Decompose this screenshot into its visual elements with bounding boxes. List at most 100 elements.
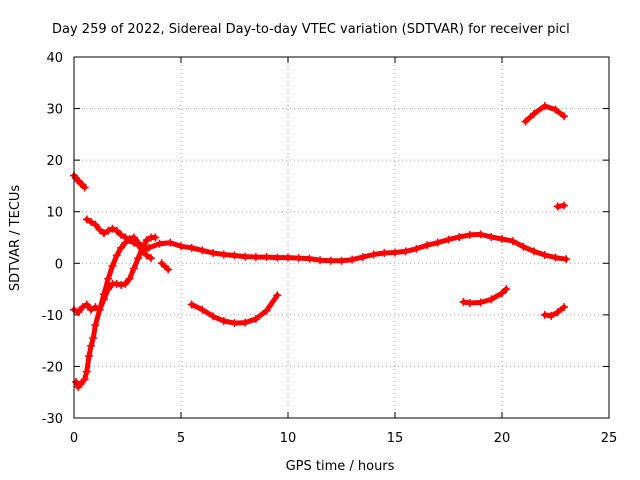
data-point <box>82 300 91 309</box>
data-point <box>198 246 207 255</box>
data-point <box>476 298 485 307</box>
data-point <box>251 253 260 262</box>
data-point <box>241 318 250 327</box>
data-point <box>369 250 378 259</box>
data-point <box>155 239 164 248</box>
x-tick-label: 5 <box>177 431 185 446</box>
data-point <box>391 248 399 257</box>
data-point <box>273 253 282 262</box>
data-point <box>423 241 432 250</box>
data-point <box>121 279 130 288</box>
data-point <box>521 117 530 126</box>
data-point <box>401 247 410 256</box>
x-tick-label: 25 <box>601 431 618 446</box>
plot-frame <box>73 56 610 419</box>
data-point <box>219 317 228 326</box>
data-point <box>553 308 562 317</box>
data-point <box>87 341 96 350</box>
series-main-trend <box>146 231 569 264</box>
y-tick-label: -10 <box>42 309 63 324</box>
data-point <box>74 308 83 317</box>
y-tick-label: 10 <box>46 206 63 221</box>
data-point <box>530 109 539 118</box>
data-point <box>129 264 138 273</box>
data-point <box>498 289 506 298</box>
data-point <box>540 101 549 110</box>
data-point <box>326 256 335 265</box>
data-point <box>108 261 117 270</box>
data-point <box>465 298 474 307</box>
data-point <box>112 251 121 260</box>
data-point <box>551 253 560 262</box>
data-point <box>294 254 303 263</box>
data-point <box>455 232 464 241</box>
x-tick-label: 0 <box>70 431 78 446</box>
data-point <box>76 380 85 389</box>
data-point <box>177 242 185 251</box>
x-axis-label: GPS time / hours <box>286 459 395 474</box>
data-point <box>560 201 569 210</box>
data-point <box>87 218 96 227</box>
data-point <box>187 243 196 252</box>
data-point <box>209 312 218 321</box>
data-point <box>262 253 271 262</box>
y-tick-label: 20 <box>46 154 63 169</box>
data-point <box>117 280 126 289</box>
data-point <box>316 256 325 265</box>
x-tick-label: 10 <box>280 431 297 446</box>
y-tick-label: 40 <box>46 51 63 66</box>
data-point <box>519 242 528 251</box>
series-start-low-climb <box>73 235 154 390</box>
data-point <box>108 224 117 233</box>
data-point <box>209 248 218 257</box>
data-point <box>117 243 126 252</box>
data-point <box>540 251 549 260</box>
data-point <box>112 226 121 235</box>
data-point <box>72 377 81 386</box>
data-point <box>104 226 113 235</box>
data-point <box>380 248 389 257</box>
data-point <box>498 235 506 244</box>
data-point <box>487 295 496 304</box>
series-short-1 <box>159 260 171 272</box>
data-point <box>151 233 160 242</box>
data-point <box>198 305 207 314</box>
data-point <box>80 375 89 384</box>
data-point <box>187 300 196 309</box>
data-point <box>476 230 485 239</box>
data-point <box>91 220 100 229</box>
data-point <box>553 202 562 211</box>
data-point <box>540 310 549 319</box>
data-point <box>530 247 539 256</box>
axis-ticks: 0 5 10 15 20 25 -30 -20 -10 0 10 20 30 40 <box>42 51 618 446</box>
data-point <box>251 314 260 323</box>
data-point <box>562 255 571 264</box>
data-point <box>142 251 151 260</box>
data-point <box>112 279 121 288</box>
data-point <box>99 229 108 238</box>
data-point <box>219 250 228 259</box>
data-point <box>99 295 108 304</box>
data-point <box>129 238 138 247</box>
data-point <box>134 254 143 263</box>
data-point <box>82 215 91 224</box>
data-point <box>164 265 173 274</box>
data-point <box>117 230 126 239</box>
data-point <box>80 183 89 192</box>
data-point <box>125 236 134 245</box>
data-point <box>144 243 153 252</box>
data-point <box>560 303 569 312</box>
data-point <box>433 238 442 247</box>
data-point <box>95 305 104 314</box>
y-tick-label: 30 <box>46 103 63 118</box>
data-point <box>78 303 87 312</box>
data-point <box>91 321 100 330</box>
data-point <box>284 253 292 262</box>
data-point <box>230 319 239 328</box>
data-point <box>134 241 143 250</box>
data-point <box>444 235 453 244</box>
data-point <box>82 367 91 376</box>
data-point <box>459 297 468 306</box>
y-tick-label: -30 <box>42 412 63 427</box>
data-point <box>412 244 421 253</box>
